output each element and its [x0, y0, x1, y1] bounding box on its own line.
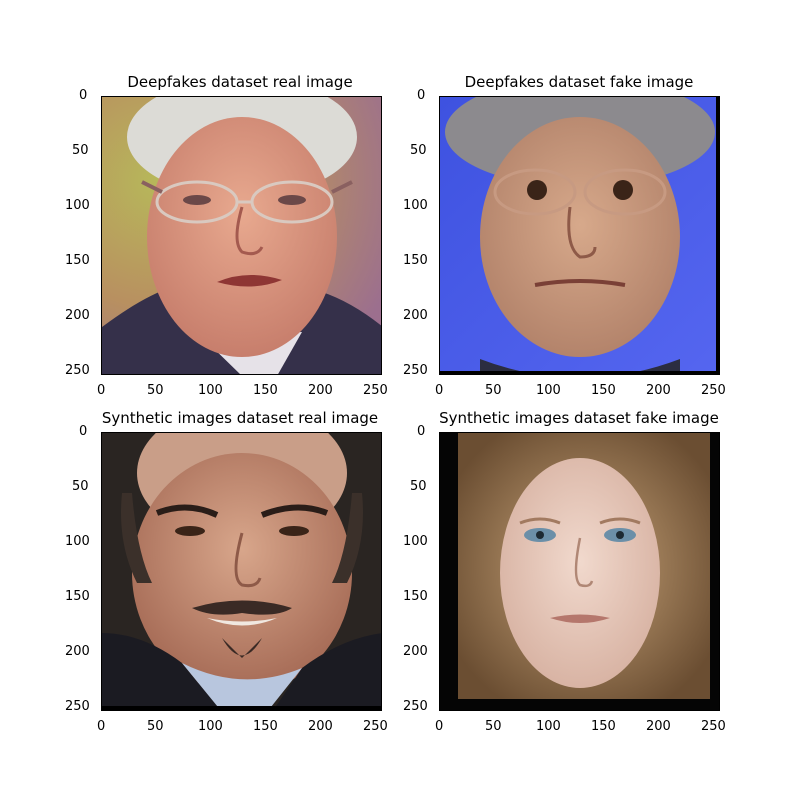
ytick: 150: [403, 253, 428, 268]
panel-title: Deepfakes dataset real image: [127, 73, 353, 91]
panel-title: Synthetic images dataset fake image: [439, 409, 719, 427]
xtick: 200: [646, 383, 671, 398]
xtick: 150: [253, 383, 278, 398]
xtick: 50: [147, 383, 164, 398]
ytick: 50: [410, 479, 427, 494]
xtick: 100: [536, 383, 561, 398]
xtick: 50: [485, 719, 502, 734]
ytick: 200: [65, 644, 90, 659]
face-image-deepfakes-fake: [439, 96, 720, 375]
ytick: 100: [65, 198, 90, 213]
ytick: 0: [79, 88, 88, 103]
ytick: 0: [79, 424, 88, 439]
xtick: 150: [591, 719, 616, 734]
xtick: 0: [97, 719, 106, 734]
xtick: 200: [308, 719, 333, 734]
ytick: 200: [403, 644, 428, 659]
ytick: 150: [65, 253, 90, 268]
xtick: 50: [485, 383, 502, 398]
xtick: 0: [435, 383, 444, 398]
ytick: 200: [403, 308, 428, 323]
xtick: 250: [363, 719, 388, 734]
ytick: 250: [403, 363, 428, 378]
xtick: 0: [97, 383, 106, 398]
xtick: 250: [363, 383, 388, 398]
xtick: 150: [591, 383, 616, 398]
ytick: 100: [403, 534, 428, 549]
ytick: 0: [417, 424, 426, 439]
ytick: 150: [403, 589, 428, 604]
ytick: 150: [65, 589, 90, 604]
ytick: 50: [72, 143, 89, 158]
xtick: 100: [198, 719, 223, 734]
ytick: 50: [410, 143, 427, 158]
panel-title: Deepfakes dataset fake image: [464, 73, 694, 91]
xtick: 200: [308, 383, 333, 398]
ytick: 200: [65, 308, 90, 323]
ytick: 0: [417, 88, 426, 103]
face-image-synthetic-fake: [439, 432, 720, 711]
ytick: 250: [65, 699, 90, 714]
face-image-synthetic-real: [101, 432, 382, 711]
ytick: 100: [65, 534, 90, 549]
panel-title: Synthetic images dataset real image: [101, 409, 379, 427]
ytick: 250: [65, 363, 90, 378]
xtick: 100: [198, 383, 223, 398]
face-image-deepfakes-real: [101, 96, 382, 375]
xtick: 250: [701, 383, 726, 398]
xtick: 150: [253, 719, 278, 734]
xtick: 100: [536, 719, 561, 734]
ytick: 50: [72, 479, 89, 494]
xtick: 200: [646, 719, 671, 734]
xtick: 50: [147, 719, 164, 734]
ytick: 250: [403, 699, 428, 714]
xtick: 0: [435, 719, 444, 734]
xtick: 250: [701, 719, 726, 734]
ytick: 100: [403, 198, 428, 213]
